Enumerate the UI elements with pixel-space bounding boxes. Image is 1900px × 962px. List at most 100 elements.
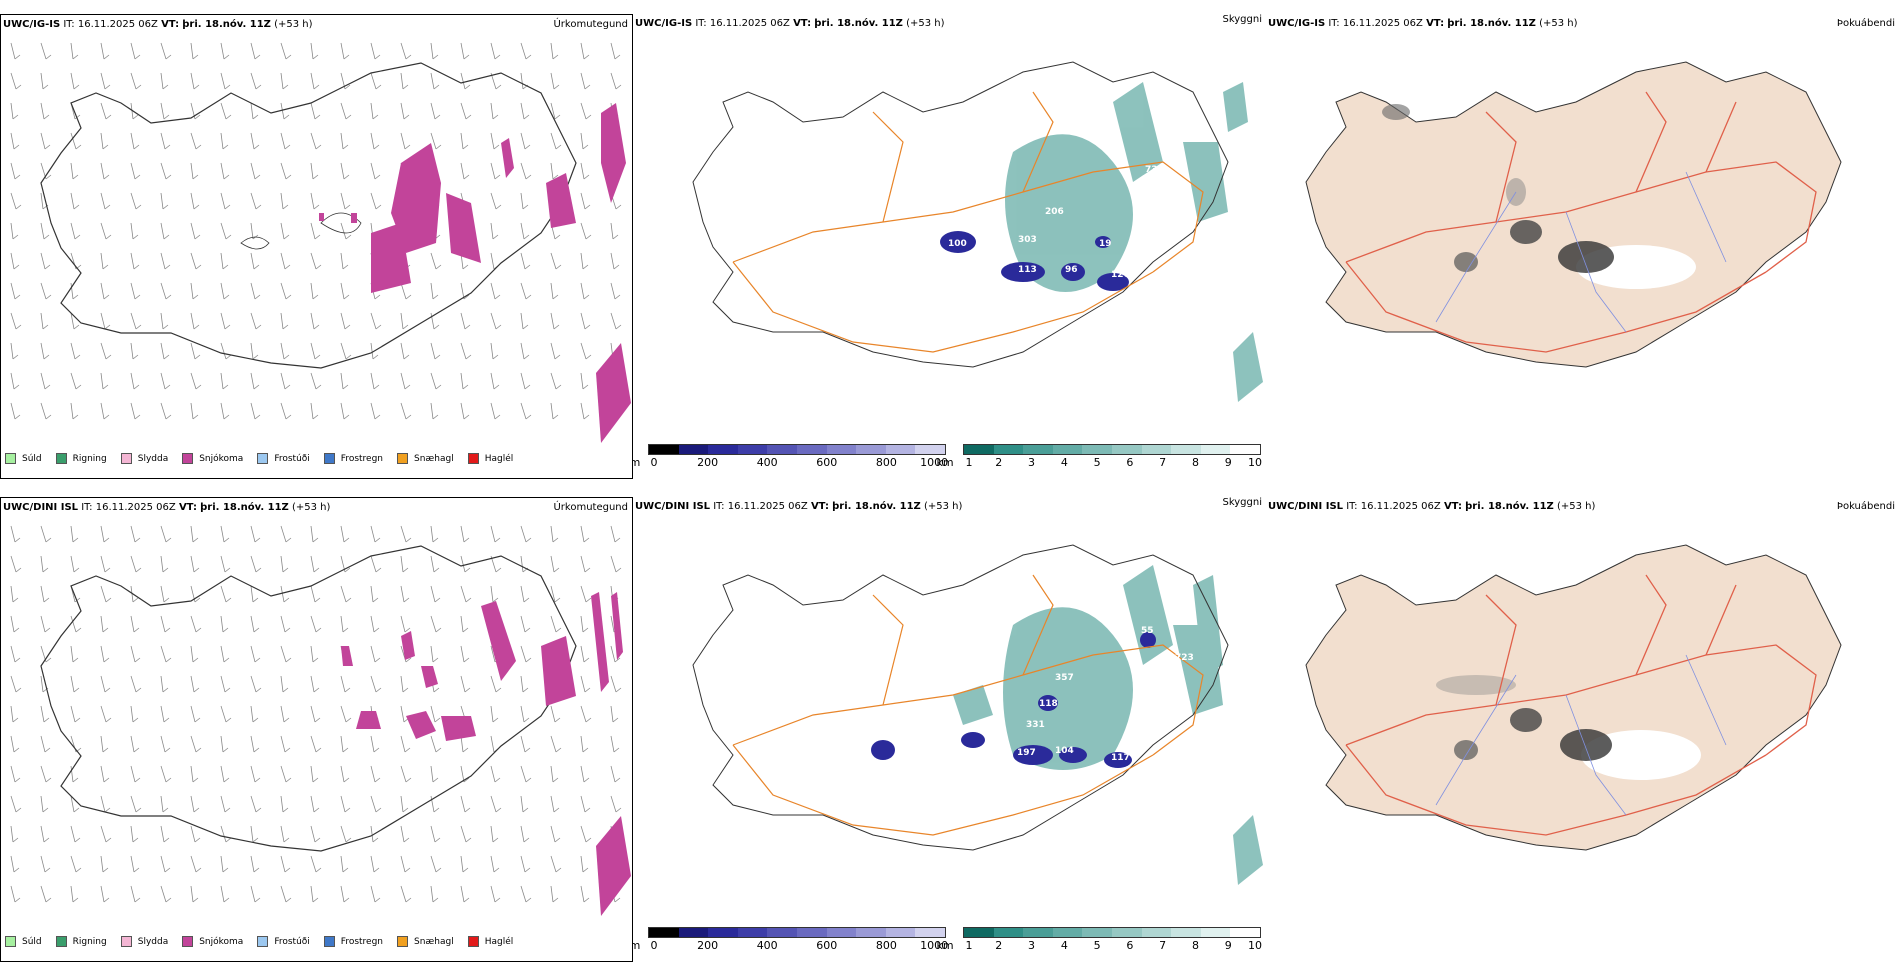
- wind-barb: [70, 645, 74, 663]
- wind-barb: [520, 795, 524, 813]
- wind-barb-flag: [555, 747, 562, 753]
- wind-barb-flag: [164, 384, 171, 390]
- wind-barb-flag: [372, 597, 379, 603]
- wind-barb-flag: [105, 597, 112, 603]
- wind-barb: [10, 795, 17, 813]
- wind-barbs: [10, 42, 622, 420]
- wind-barb-flag: [253, 264, 260, 270]
- wind-barb: [370, 675, 377, 693]
- wind-barb: [160, 735, 166, 753]
- wind-barb-flag: [163, 717, 170, 723]
- wind-barb-flag: [223, 657, 230, 663]
- wind-barb-flag: [13, 747, 20, 753]
- panel-type: Úrkomutegund: [553, 19, 628, 30]
- wind-barb: [250, 795, 257, 813]
- ceiling-colorbar: m 0 200 400 600 800 1000: [633, 927, 948, 952]
- wind-barb-flag: [104, 324, 111, 330]
- wind-barb: [130, 282, 136, 300]
- wind-barb-flag: [345, 597, 352, 603]
- wind-barb-flag: [132, 354, 139, 360]
- wind-barb-flag: [313, 324, 320, 330]
- precip-panel-top: UWC/IG-IS IT: 16.11.2025 06Z VT: þri. 18…: [0, 14, 633, 479]
- wind-barb-flag: [402, 807, 409, 813]
- wind-barb: [100, 765, 105, 783]
- wind-barb-flag: [432, 777, 439, 783]
- wind-barb: [340, 162, 345, 180]
- wind-barb: [190, 885, 194, 903]
- wind-barb-flag: [434, 597, 441, 603]
- wind-barb-flag: [103, 54, 110, 60]
- wind-barb: [280, 222, 285, 240]
- wind-barb-flag: [103, 537, 110, 543]
- wind-barb-flag: [254, 657, 261, 663]
- wind-barb: [10, 645, 16, 663]
- wind-barb-flag: [12, 354, 19, 360]
- wind-barb-flag: [314, 837, 321, 843]
- wind-barb: [520, 342, 525, 360]
- wind-barb-flag: [554, 114, 561, 120]
- wind-barb-flag: [432, 897, 439, 903]
- wind-barb: [130, 42, 136, 60]
- wind-barb: [130, 645, 136, 663]
- wind-barb: [130, 252, 135, 270]
- wind-barb-flag: [522, 807, 529, 813]
- wind-barb-flag: [165, 414, 172, 420]
- wind-barb: [340, 342, 347, 360]
- wind-barb-flag: [315, 144, 322, 150]
- wind-barb: [40, 615, 46, 633]
- wind-barb: [250, 525, 256, 543]
- wind-barb: [40, 192, 44, 210]
- wind-barb: [370, 645, 376, 663]
- wind-barb-flag: [584, 324, 591, 330]
- wind-barb-flag: [134, 54, 141, 60]
- wind-barb-flag: [15, 204, 22, 210]
- wind-barb: [550, 102, 556, 120]
- wind-barb-flag: [254, 174, 261, 180]
- wind-barb: [340, 102, 347, 120]
- wind-barb: [40, 525, 47, 543]
- wind-barb-flag: [222, 264, 229, 270]
- wind-barb-flag: [162, 687, 169, 693]
- wind-barb: [550, 252, 557, 270]
- wind-barb: [40, 342, 45, 360]
- wind-barb-flag: [163, 234, 170, 240]
- wind-barb-flag: [584, 807, 591, 813]
- wind-barb: [280, 555, 284, 573]
- wind-barb: [100, 102, 107, 120]
- wind-barb: [310, 252, 317, 270]
- wind-barb: [610, 675, 617, 693]
- wind-barb-flag: [165, 537, 172, 543]
- wind-barb: [460, 855, 464, 873]
- vis-label: 126: [1111, 270, 1130, 280]
- wind-barb-flag: [284, 867, 291, 873]
- wind-barb-flag: [73, 324, 80, 330]
- wind-barb: [100, 735, 104, 753]
- wind-barb: [400, 885, 407, 903]
- wind-barb-flag: [494, 54, 501, 60]
- wind-barb-flag: [314, 597, 321, 603]
- wind-barb: [370, 855, 375, 873]
- wind-barb-flag: [252, 717, 259, 723]
- wind-barb: [10, 675, 17, 693]
- wind-barb-flag: [585, 234, 592, 240]
- wind-barb-flag: [434, 717, 441, 723]
- wind-barb-flag: [372, 354, 379, 360]
- panel-title: UWC/IG-IS IT: 16.11.2025 06Z VT: þri. 18…: [635, 18, 945, 29]
- wind-barb-flag: [43, 597, 50, 603]
- wind-barb-flag: [72, 294, 79, 300]
- wind-barb: [400, 525, 407, 543]
- wind-barb: [280, 132, 286, 150]
- wind-barb-flag: [525, 174, 532, 180]
- wind-barb: [130, 132, 135, 150]
- wind-barb-flag: [373, 747, 380, 753]
- wind-barb: [400, 372, 406, 390]
- wind-barb-flag: [14, 897, 21, 903]
- wind-barb-flag: [315, 627, 322, 633]
- wind-barb: [40, 102, 45, 120]
- wind-barb: [160, 402, 167, 420]
- wind-barb: [100, 555, 106, 573]
- ceiling-fields: [871, 632, 1156, 768]
- wind-barb: [220, 795, 226, 813]
- wind-barb-flag: [75, 627, 82, 633]
- wind-barb: [520, 735, 526, 753]
